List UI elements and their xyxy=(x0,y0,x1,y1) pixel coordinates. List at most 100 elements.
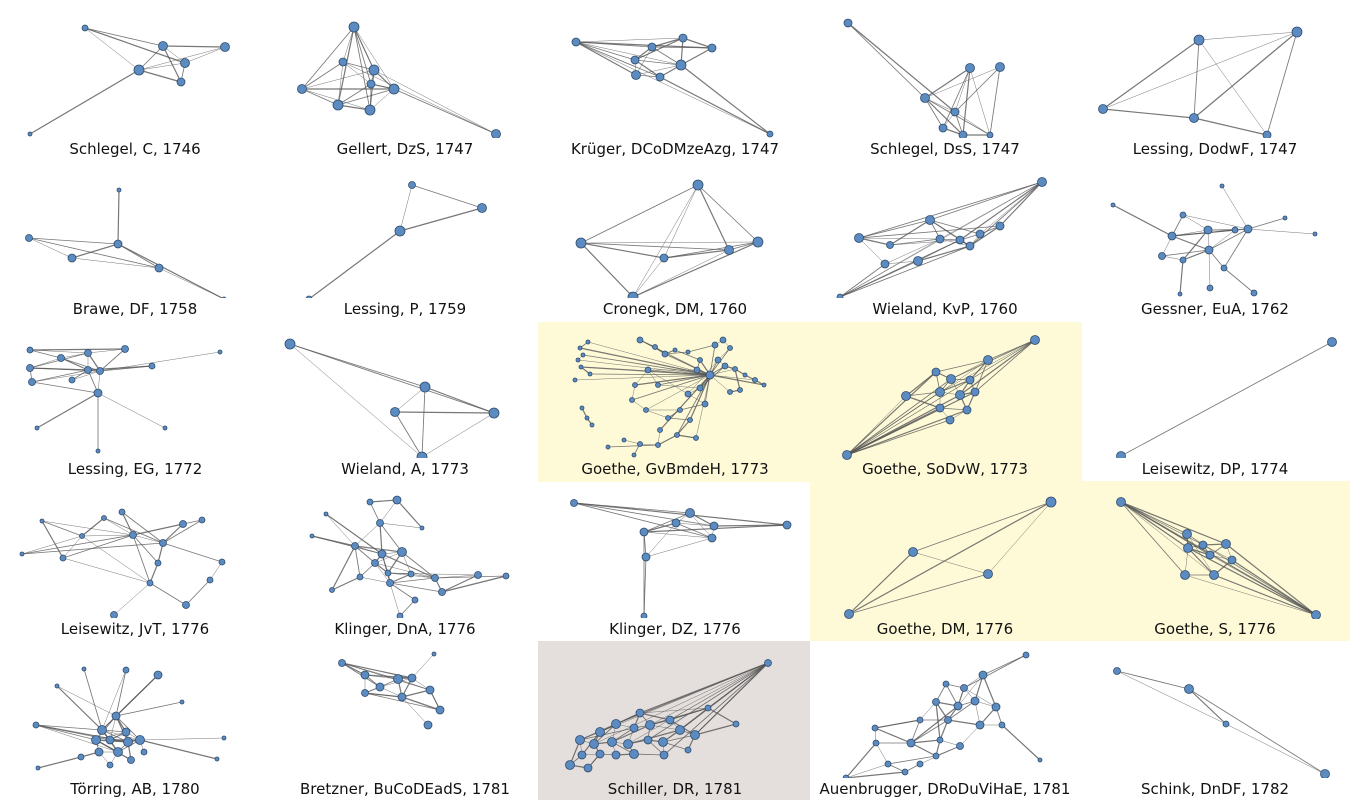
node xyxy=(960,684,968,692)
edge xyxy=(580,242,730,251)
edge xyxy=(858,237,886,265)
edge xyxy=(41,520,64,559)
node xyxy=(764,659,772,667)
edge xyxy=(963,654,1027,689)
edge xyxy=(81,517,105,537)
node xyxy=(19,551,25,557)
node xyxy=(675,59,687,71)
node xyxy=(643,735,653,745)
edges xyxy=(580,184,759,298)
edge xyxy=(593,723,617,745)
node xyxy=(587,371,593,377)
network-cell-goethe-sodvw-1773: Goethe, SoDvW, 1773 xyxy=(810,322,1082,482)
edge xyxy=(138,46,226,71)
edge xyxy=(132,534,164,544)
edge xyxy=(1186,533,1215,576)
node xyxy=(709,521,719,531)
node xyxy=(678,33,688,43)
edge xyxy=(337,83,372,106)
edges xyxy=(574,339,765,456)
node xyxy=(408,181,416,189)
node xyxy=(419,381,431,393)
edge xyxy=(162,45,226,48)
network-graph xyxy=(844,496,1057,619)
network-caption: Schlegel, DsS, 1747 xyxy=(870,140,1020,158)
edge xyxy=(634,59,682,66)
node xyxy=(1198,540,1208,550)
node xyxy=(687,417,693,423)
node xyxy=(68,376,76,384)
edge xyxy=(311,535,383,555)
network-cell-torring-ab-1780: Törring, AB, 1780 xyxy=(0,640,270,800)
node xyxy=(631,70,641,80)
edge xyxy=(1179,259,1184,295)
edge xyxy=(845,771,906,778)
edge xyxy=(627,729,681,745)
node xyxy=(958,130,968,138)
node xyxy=(1250,289,1258,297)
node xyxy=(81,666,87,672)
edge xyxy=(889,219,931,246)
edge xyxy=(162,542,223,563)
network-caption: Gellert, DzS, 1747 xyxy=(336,140,474,158)
network-caption: Auenbrugger, DRoDuViHaE, 1781 xyxy=(819,780,1071,798)
node xyxy=(206,576,214,584)
edge xyxy=(707,707,737,725)
edge xyxy=(21,535,83,555)
edge xyxy=(589,373,711,376)
node xyxy=(1221,539,1231,549)
edge xyxy=(71,257,160,269)
edges xyxy=(1120,341,1333,457)
node xyxy=(1204,245,1214,255)
edge xyxy=(301,26,355,90)
network-graph xyxy=(842,651,1043,778)
node xyxy=(675,725,685,735)
edge xyxy=(342,61,497,135)
node xyxy=(627,291,639,298)
edge xyxy=(845,742,877,778)
node xyxy=(724,245,734,255)
network-cell-schink-dndf-1782: Schink, DnDF, 1782 xyxy=(1080,640,1350,800)
node xyxy=(146,579,154,587)
edge xyxy=(337,88,395,106)
edge xyxy=(846,378,952,456)
node xyxy=(84,366,92,374)
edge xyxy=(115,715,141,741)
edge xyxy=(1198,31,1298,41)
node xyxy=(978,670,988,680)
edge xyxy=(847,22,926,99)
edges xyxy=(848,501,1052,615)
edge xyxy=(634,374,711,386)
node xyxy=(975,720,985,730)
edge xyxy=(974,359,989,393)
edge xyxy=(56,685,103,731)
network-cell-schiller-dr-1781: Schiller, DR, 1781 xyxy=(538,641,810,800)
edge xyxy=(1247,228,1316,235)
network-graph xyxy=(836,177,1047,298)
edge xyxy=(846,391,976,456)
node xyxy=(179,520,187,528)
network-cell-cronegk-dm-1760: Cronegk, DM, 1760 xyxy=(540,160,810,320)
edge xyxy=(411,184,483,209)
edge xyxy=(115,701,183,717)
edge xyxy=(954,67,971,113)
node xyxy=(607,737,617,747)
network-graph xyxy=(284,338,500,458)
edge xyxy=(28,237,73,259)
node xyxy=(579,405,585,411)
edge xyxy=(689,512,713,539)
edge xyxy=(676,434,697,439)
nodes xyxy=(305,181,487,298)
node xyxy=(284,338,296,350)
node xyxy=(1227,555,1237,565)
edge xyxy=(1120,341,1333,457)
node xyxy=(305,295,313,298)
network-graph xyxy=(297,21,501,138)
edge xyxy=(359,576,391,584)
node xyxy=(431,574,439,582)
node xyxy=(94,747,104,757)
edge xyxy=(1225,543,1317,616)
edge xyxy=(676,374,711,436)
network-graph xyxy=(27,24,230,137)
node xyxy=(623,739,633,749)
